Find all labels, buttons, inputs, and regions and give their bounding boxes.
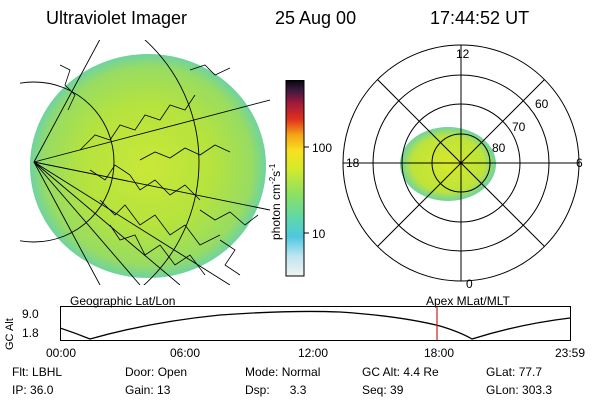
info-door: Door: Open xyxy=(125,365,188,379)
mlt-label-6: 6 xyxy=(576,156,583,170)
info-gain: Gain: 13 xyxy=(125,383,171,397)
colorbar xyxy=(285,80,309,277)
header-time: 17:44:52 UT xyxy=(430,8,530,28)
altitude-tick-1-8: 1.8 xyxy=(22,326,39,340)
header-date: 25 Aug 00 xyxy=(275,8,357,28)
polar-emission-oval xyxy=(400,127,496,201)
mlt-label-0: 0 xyxy=(466,277,473,291)
info-flt: Flt: LBHL xyxy=(12,365,63,379)
colorbar-label-exp2: -1 xyxy=(268,163,277,171)
info-glat: GLat: 77.7 xyxy=(486,365,543,379)
info-mode: Mode: Normal xyxy=(245,365,321,379)
altitude-chart xyxy=(60,306,571,341)
instrument-title: Ultraviolet Imager xyxy=(46,8,188,28)
geographic-caption: Geographic Lat/Lon xyxy=(70,294,176,308)
apex-caption: Apex MLat/MLT xyxy=(426,294,510,308)
mlt-label-12: 12 xyxy=(456,47,470,61)
colorbar-label-mid: s xyxy=(269,170,283,177)
colorbar-label: photon cm-2s-1 xyxy=(268,164,283,240)
time-tick-0600: 06:00 xyxy=(170,346,201,360)
info-ip: IP: 36.0 xyxy=(12,383,54,397)
colorbar-tick-100: 100 xyxy=(312,141,333,155)
info-glon: GLon: 303.3 xyxy=(486,383,553,397)
colorbar-label-main: photon cm xyxy=(269,183,283,240)
altitude-curve xyxy=(60,310,571,340)
uv-emission-disk xyxy=(30,54,266,278)
polar-mlat-mlt-plot xyxy=(342,44,580,282)
info-dsp: Dsp: 3.3 xyxy=(245,383,307,397)
colorbar-label-exp1: -2 xyxy=(268,176,277,184)
geographic-image-panel xyxy=(20,40,270,285)
time-tick-1800: 18:00 xyxy=(424,346,455,360)
mlt-label-18: 18 xyxy=(346,156,360,170)
mlat-label-60: 60 xyxy=(535,97,549,111)
info-seq: Seq: 39 xyxy=(362,383,404,397)
info-gc-alt: GC Alt: 4.4 Re xyxy=(362,365,439,379)
mlat-label-80: 80 xyxy=(492,141,506,155)
time-tick-0000: 00:00 xyxy=(46,346,77,360)
polar-grid xyxy=(342,44,580,282)
colorbar-scale xyxy=(285,80,305,277)
altitude-ylabel: GC Alt xyxy=(4,318,16,350)
coastlines xyxy=(59,64,259,276)
colorbar-tick-10: 10 xyxy=(312,227,326,241)
altitude-tick-9: 9.0 xyxy=(22,307,39,321)
time-tick-2359: 23:59 xyxy=(555,346,586,360)
time-tick-1200: 12:00 xyxy=(298,346,329,360)
mlat-label-70: 70 xyxy=(512,120,526,134)
